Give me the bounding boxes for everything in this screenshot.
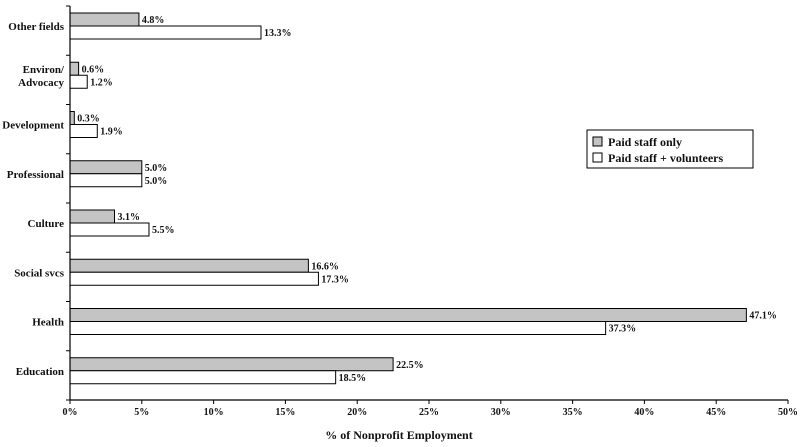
legend-swatch-paid-staff-only — [592, 136, 603, 147]
x-axis-title: % of Nonprofit Employment — [325, 428, 472, 442]
bar-development-paid-staff-volunteers — [69, 124, 98, 138]
category-label-professional: Professional — [7, 169, 64, 181]
value-label-other-fields-paid-staff-volunteers: 13.3% — [264, 28, 292, 39]
value-label-culture-paid-staff-volunteers: 5.5% — [152, 225, 175, 236]
bar-environ-advocacy-paid-staff-only — [69, 61, 80, 76]
category-label-education: Education — [16, 366, 64, 378]
category-label-social-svcs: Social svcs — [14, 267, 65, 279]
x-tick-label: 10% — [204, 407, 224, 418]
value-label-other-fields-paid-staff-only: 4.8% — [142, 15, 165, 26]
value-label-professional-paid-staff-only: 5.0% — [145, 163, 168, 174]
bar-social-svcs-paid-staff-volunteers — [69, 271, 319, 286]
labels-group: 4.8% 13.3% Other fields 0.6% 1.2% Environ/Adv… — [2, 15, 777, 384]
legend-label-paid-staff-only: Paid staff only — [608, 135, 682, 149]
x-tick-label: 35% — [563, 407, 583, 418]
bar-health-paid-staff-only — [69, 308, 747, 322]
bar-social-svcs-paid-staff-only — [69, 258, 309, 273]
bar-culture-paid-staff-only — [69, 209, 116, 224]
category-label-health: Health — [32, 317, 64, 329]
x-tick-label: 5% — [134, 407, 149, 418]
value-label-development-paid-staff-volunteers: 1.9% — [100, 127, 123, 138]
legend-label-paid-staff-volunteers: Paid staff + volunteers — [608, 151, 723, 165]
x-tick-label: 40% — [634, 407, 654, 418]
x-tick-label: 20% — [347, 407, 367, 418]
x-tick-label: 15% — [275, 407, 295, 418]
x-tick-label: 50% — [778, 407, 798, 418]
category-label-other-fields: Other fields — [8, 21, 64, 33]
category-label-development: Development — [2, 120, 64, 132]
bar-education-paid-staff-volunteers — [69, 370, 337, 385]
bar-professional-paid-staff-only — [69, 160, 143, 175]
legend: Paid staff only Paid staff + volunteers — [586, 129, 754, 169]
category-label-environ-advocacy: Environ/Advocacy — [18, 64, 65, 89]
x-tick-label: 0% — [63, 407, 78, 418]
bar-other-fields-paid-staff-only — [69, 12, 140, 27]
bar-health-paid-staff-volunteers — [69, 321, 607, 335]
x-tick-label: 25% — [419, 407, 439, 418]
bar-education-paid-staff-only — [69, 357, 394, 372]
value-label-social-svcs-paid-staff-volunteers: 17.3% — [321, 274, 349, 285]
value-label-environ-advocacy-paid-staff-volunteers: 1.2% — [90, 77, 113, 88]
value-label-development-paid-staff-only: 0.3% — [77, 114, 100, 125]
value-label-social-svcs-paid-staff-only: 16.6% — [311, 261, 339, 272]
value-label-education-paid-staff-volunteers: 18.5% — [339, 373, 367, 384]
x-tick-label: 45% — [706, 407, 726, 418]
category-label-culture: Culture — [28, 218, 65, 230]
value-label-health-paid-staff-only: 47.1% — [749, 311, 777, 322]
bar-culture-paid-staff-volunteers — [69, 222, 150, 237]
bar-development-paid-staff-only — [69, 111, 75, 125]
value-label-professional-paid-staff-volunteers: 5.0% — [145, 176, 168, 187]
bar-environ-advocacy-paid-staff-volunteers — [69, 74, 88, 89]
value-label-culture-paid-staff-only: 3.1% — [118, 212, 140, 223]
x-tick-label: 30% — [491, 407, 511, 418]
value-label-environ-advocacy-paid-staff-only: 0.6% — [82, 64, 105, 75]
legend-box — [586, 129, 754, 169]
axes-group: 0% 5% 10% 15% 20% 25% 30% 35% 40% 45% 50% — [63, 5, 798, 418]
bars-group — [69, 12, 747, 385]
value-label-education-paid-staff-only: 22.5% — [396, 360, 424, 371]
bar-professional-paid-staff-volunteers — [69, 173, 143, 188]
value-label-health-paid-staff-volunteers: 37.3% — [609, 324, 637, 335]
legend-swatch-paid-staff-volunteers — [592, 152, 603, 163]
bar-other-fields-paid-staff-volunteers — [69, 25, 262, 40]
